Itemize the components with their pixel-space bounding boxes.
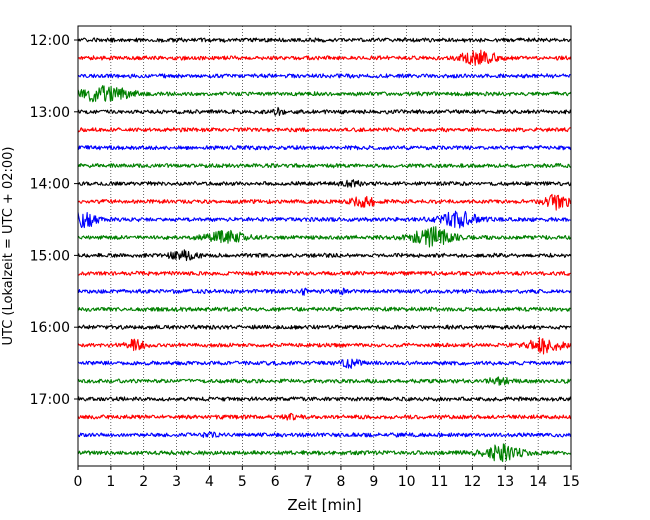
trace-1515 [77,270,572,277]
y-tick-label-0: 12:00 [30,33,70,49]
trace-1645 [77,376,572,386]
trace-1500 [77,249,572,262]
x-tick-label-10: 10 [398,474,416,490]
trace-1315 [77,127,572,133]
trace-1400 [77,179,572,188]
trace-1345 [77,162,572,169]
trace-1245 [77,85,572,103]
trace-1230 [77,73,572,79]
trace-1445 [77,226,572,248]
y-tick-label-3: 15:00 [30,248,70,264]
x-tick-label-3: 3 [172,474,181,490]
y-axis-label: UTC (Lokalzeit = UTC + 02:00) [1,147,16,346]
x-tick-label-13: 13 [496,474,514,490]
x-tick-label-12: 12 [463,474,481,490]
x-tick-label-8: 8 [336,474,345,490]
x-tick-label-6: 6 [271,474,280,490]
x-axis-ticks: 0 1 2 3 4 5 6 7 8 9 10 11 12 13 14 15 [74,466,580,490]
y-tick-label-1: 13:00 [30,105,70,121]
plot-frame [77,25,572,467]
trace-1715 [77,412,572,421]
trace-layer [77,37,572,463]
trace-1215 [77,49,572,66]
x-tick-label-2: 2 [139,474,148,490]
x-axis-label: Zeit [min] [287,496,361,514]
trace-1330 [77,145,572,151]
x-tick-label-9: 9 [369,474,378,490]
y-axis-ticks: 12:00 13:00 14:00 15:00 16:00 17:00 [30,33,78,408]
x-tick-label-15: 15 [562,474,580,490]
y-tick-label-4: 16:00 [30,320,70,336]
trace-1615 [77,336,572,355]
x-tick-label-4: 4 [205,474,214,490]
trace-1200 [77,37,572,43]
trace-1630 [77,358,572,369]
trace-1530 [77,287,572,296]
trace-1415 [77,193,572,211]
trace-1300 [77,106,572,116]
x-tick-label-1: 1 [106,474,115,490]
x-tick-label-14: 14 [529,474,547,490]
grid-layer [110,26,539,466]
trace-1430 [77,210,572,229]
trace-1600 [77,324,572,330]
trace-1545 [77,306,572,312]
trace-1745 [77,443,572,463]
x-tick-label-7: 7 [304,474,313,490]
trace-1730 [77,431,572,439]
x-tick-label-5: 5 [238,474,247,490]
x-tick-label-11: 11 [431,474,449,490]
x-tick-label-0: 0 [74,474,83,490]
y-tick-label-2: 14:00 [30,177,70,193]
trace-1700 [77,396,572,402]
y-tick-label-5: 17:00 [30,392,70,408]
